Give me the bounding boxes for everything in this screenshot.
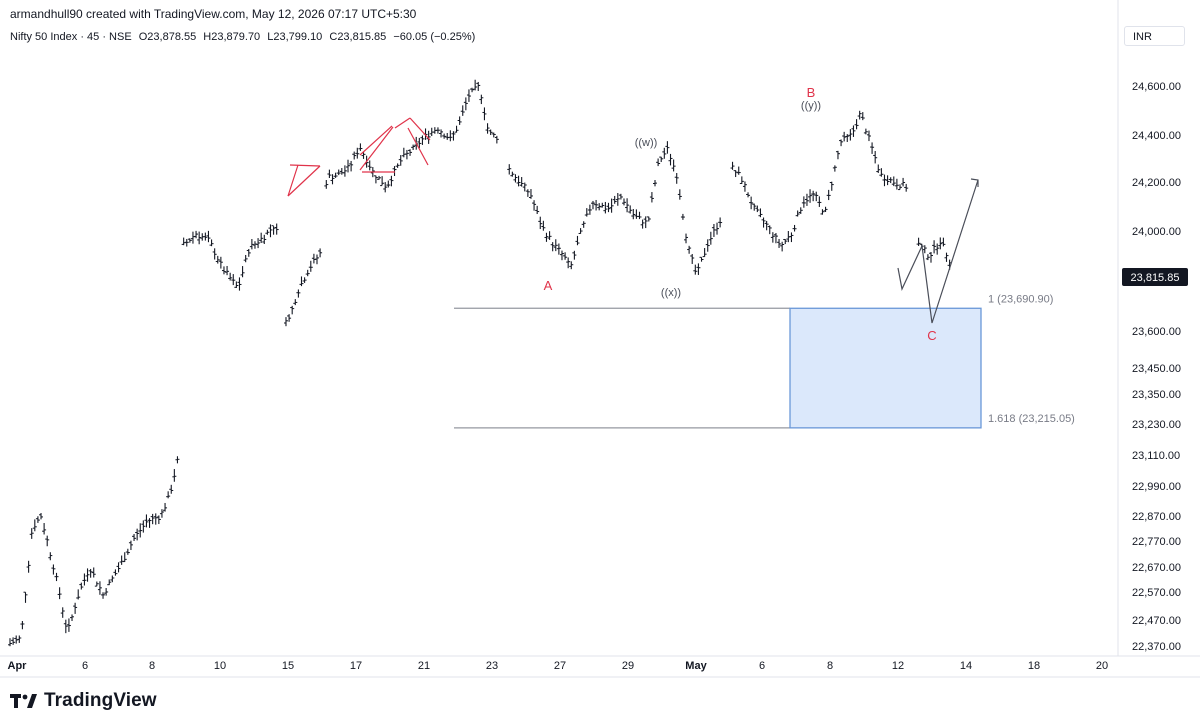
y-tick-label: 24,000.00	[1132, 226, 1181, 238]
wave-label: A	[544, 278, 553, 293]
x-tick-label: May	[685, 660, 707, 672]
wave-label: B	[807, 85, 816, 100]
wave-label: ((w))	[635, 137, 658, 149]
x-tick-label: 29	[622, 660, 634, 672]
x-tick-label: 8	[149, 660, 155, 672]
x-tick-label: 20	[1096, 660, 1108, 672]
wave-label: ((x))	[661, 287, 681, 299]
low-value: L23,799.10	[267, 31, 323, 43]
projection-arrowhead	[970, 178, 979, 187]
fib-level-1-label: 1 (23,690.90)	[988, 293, 1053, 305]
change-value: −60.05 (−0.25%)	[393, 31, 476, 43]
y-tick-label: 23,230.00	[1132, 419, 1181, 431]
y-tick-label: 23,600.00	[1132, 326, 1181, 338]
y-tick-label: 24,400.00	[1132, 130, 1181, 142]
y-tick-label: 23,450.00	[1132, 363, 1181, 375]
pattern-trendline	[359, 126, 394, 171]
close-value: C23,815.85	[329, 31, 387, 43]
x-tick-label: Apr	[8, 660, 28, 672]
last-price-label: 23,815.85	[1131, 272, 1180, 284]
last-price-tag	[1122, 268, 1188, 286]
wave-label: ((y))	[801, 100, 821, 112]
x-tick-label: 15	[282, 660, 294, 672]
symbol-ohlc-line: Nifty 50 Index · 45 · NSE O23,878.55 H23…	[10, 31, 479, 43]
pattern-trendline	[359, 125, 393, 156]
pattern-trendline	[394, 117, 411, 129]
tradingview-logo-icon	[10, 694, 37, 708]
x-tick-label: 14	[960, 660, 972, 672]
y-tick-label: 22,470.00	[1132, 615, 1181, 627]
x-tick-label: 10	[214, 660, 226, 672]
x-tick-label: 6	[759, 660, 765, 672]
wave-label: C	[927, 328, 936, 343]
projection-path	[897, 179, 979, 324]
high-value: H23,879.70	[203, 31, 261, 43]
x-tick-label: 21	[418, 660, 430, 672]
fib-level-1618-label: 1.618 (23,215.05)	[988, 413, 1075, 425]
y-tick-label: 23,350.00	[1132, 389, 1181, 401]
y-tick-label: 22,570.00	[1132, 587, 1181, 599]
y-tick-label: 22,870.00	[1132, 511, 1181, 523]
pattern-trendline	[289, 164, 321, 167]
y-tick-label: 22,670.00	[1132, 562, 1181, 574]
pattern-trendline	[407, 127, 429, 166]
x-tick-label: 8	[827, 660, 833, 672]
pattern-trendline	[287, 164, 299, 197]
symbol-name[interactable]: Nifty 50 Index · 45 · NSE	[10, 31, 132, 43]
pattern-trendline	[409, 117, 431, 141]
open-value: O23,878.55	[138, 31, 197, 43]
y-tick-label: 24,200.00	[1132, 177, 1181, 189]
x-tick-label: 23	[486, 660, 498, 672]
currency-selector[interactable]: INR	[1124, 26, 1185, 46]
x-tick-label: 12	[892, 660, 904, 672]
x-tick-label: 27	[554, 660, 566, 672]
fib-target-zone[interactable]	[789, 307, 982, 429]
y-tick-label: 22,990.00	[1132, 481, 1181, 493]
y-tick-label: 22,370.00	[1132, 641, 1181, 653]
footer-brand: TradingView	[44, 690, 157, 711]
x-tick-label: 18	[1028, 660, 1040, 672]
tradingview-logo[interactable]: TradingView	[10, 690, 157, 712]
x-tick-label: 6	[82, 660, 88, 672]
x-tick-label: 17	[350, 660, 362, 672]
y-tick-label: 23,110.00	[1132, 450, 1180, 462]
pattern-trendline	[287, 165, 321, 197]
y-tick-label: 24,600.00	[1132, 81, 1181, 93]
credit-text: armandhull90 created with TradingView.co…	[10, 7, 417, 21]
y-tick-label: 22,770.00	[1132, 536, 1181, 548]
